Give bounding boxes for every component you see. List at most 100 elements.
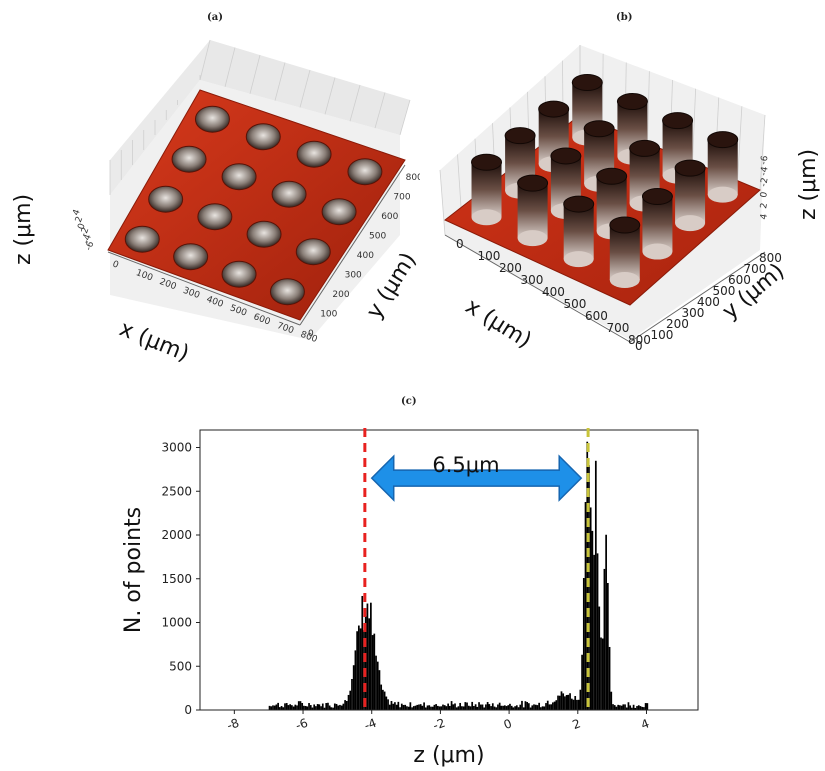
z-tick-label: 0 (76, 222, 87, 231)
histogram-bar (483, 707, 486, 710)
histogram-y-axis-label: N. of points (121, 507, 146, 633)
histogram-bar (402, 704, 405, 710)
histogram-bar (349, 690, 352, 710)
histogram-bar (589, 507, 592, 710)
histogram-bar (430, 706, 432, 710)
histogram-bar (498, 702, 501, 710)
histogram-bar (512, 707, 515, 710)
histogram-bar (342, 703, 345, 710)
hole (221, 163, 257, 191)
panel-c-label: (c) (401, 396, 417, 407)
histogram-bar (570, 698, 573, 710)
histogram-bar (301, 702, 304, 710)
histogram-chart: 0 500 1000 1500 2000 2500 3000 -8 -6 -4 -2 0 2 4 6.5μ… (121, 428, 699, 768)
y-tick-label: 800 (759, 251, 782, 265)
z-tick-label: 2 (74, 215, 85, 224)
histogram-bar (418, 704, 420, 710)
histogram-bar (459, 702, 462, 710)
x-tick-label: 100 (478, 249, 501, 263)
histogram-markers (363, 428, 590, 710)
histogram-bar (555, 700, 558, 710)
histogram-bar (531, 705, 534, 710)
histogram-bar (352, 665, 355, 710)
histogram-bar (606, 582, 609, 710)
x-tick-label: 200 (499, 261, 522, 275)
y-tick-label: 0 (635, 339, 643, 353)
histogram-bar (464, 702, 467, 710)
pillar (471, 153, 503, 226)
histogram-bar (414, 705, 417, 710)
histogram-bar (357, 625, 360, 710)
histogram-bar (634, 707, 637, 710)
histogram-bar (404, 704, 407, 710)
panel-b-ticks: 0100200300400500600700800010020030040050… (456, 155, 782, 353)
histogram-bar (388, 704, 391, 710)
y-tick-label: 200 (332, 290, 349, 300)
histogram-bar (303, 705, 305, 710)
distance-annotation: 6.5μm (432, 453, 499, 477)
histogram-bar (454, 703, 456, 710)
histogram-bar (445, 706, 448, 710)
histogram-bar (574, 696, 577, 710)
histogram-bar (275, 704, 278, 710)
histogram-bar (315, 706, 317, 710)
histogram-bar (390, 701, 393, 710)
histogram-bar (527, 703, 530, 710)
y-tick-label: 1000 (161, 616, 192, 630)
histogram-bar (380, 684, 383, 710)
histogram-bar (461, 706, 463, 710)
histogram-bar (485, 704, 487, 710)
histogram-bar (641, 706, 644, 710)
histogram-bar (564, 696, 566, 710)
histogram-bar (533, 704, 535, 710)
histogram-bar (366, 603, 369, 710)
histogram-bar (392, 703, 395, 710)
hole (321, 198, 357, 226)
histogram-bar (399, 707, 401, 710)
histogram-bar (521, 700, 523, 710)
panel-a-label: (a) (207, 12, 223, 23)
histogram-bar (488, 704, 491, 710)
histogram-bar (438, 706, 441, 710)
histogram-bar (385, 696, 388, 710)
histogram-bar (593, 554, 595, 710)
histogram-bar (339, 704, 341, 710)
histogram-bar (442, 704, 444, 710)
histogram-bar (466, 702, 468, 710)
histogram-bar (344, 700, 346, 710)
histogram-bar (285, 703, 288, 710)
histogram-bar (320, 706, 322, 710)
histogram-bar (309, 705, 312, 710)
histogram-bar (548, 704, 551, 710)
histogram-bar (572, 699, 575, 710)
histogram-bar (373, 633, 376, 710)
y-tick-label: 1500 (161, 572, 192, 586)
histogram-bar (636, 706, 638, 710)
histogram-bar (306, 706, 309, 710)
hole (269, 278, 305, 306)
histogram-bar (478, 702, 480, 710)
histogram-bar (529, 707, 532, 710)
histogram-bar (316, 704, 319, 710)
histogram-bar (435, 704, 437, 710)
histogram-bar (311, 707, 314, 710)
histogram-bar (440, 706, 443, 710)
histogram-bar (431, 706, 434, 710)
hole (194, 105, 230, 133)
pillar (517, 174, 549, 247)
histogram-bar (541, 706, 544, 710)
histogram-bar (378, 670, 381, 710)
histogram-bar (424, 707, 427, 710)
histogram-bar (497, 704, 499, 710)
histogram-bar (644, 703, 647, 710)
histogram-bar (318, 704, 321, 710)
histogram-bar (277, 702, 279, 710)
x-tick-label: 4 (639, 716, 651, 732)
y-tick-label: 300 (345, 271, 362, 281)
histogram-bar (382, 689, 384, 710)
histogram-bar (394, 702, 396, 710)
histogram-bar (598, 606, 601, 710)
histogram-bar (333, 703, 336, 710)
histogram-bar (503, 705, 506, 710)
histogram-bar (502, 705, 504, 710)
